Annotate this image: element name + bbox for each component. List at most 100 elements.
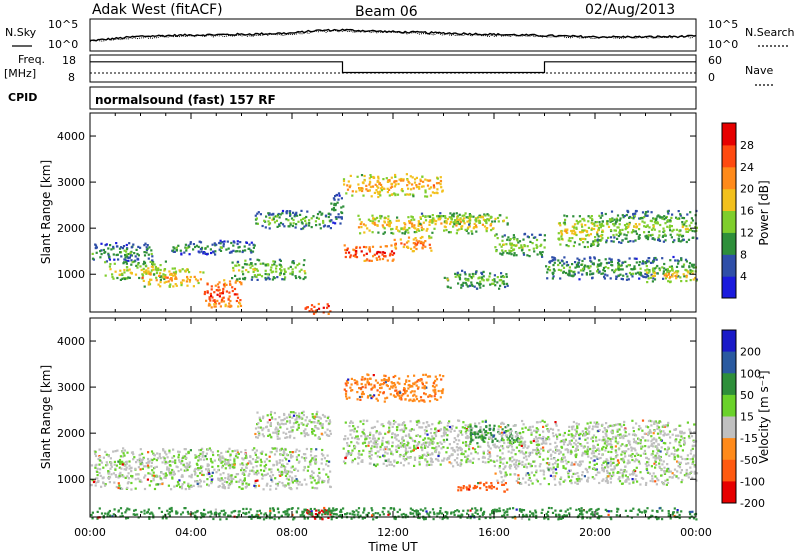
- heatmap-cell: [479, 283, 482, 286]
- heatmap-cell: [351, 449, 354, 452]
- heatmap-cell: [371, 221, 374, 225]
- heatmap-cell: [381, 443, 384, 447]
- heatmap-cell: [424, 425, 428, 429]
- heatmap-cell: [679, 233, 682, 236]
- heatmap-cell: [329, 213, 332, 216]
- heatmap-cell: [475, 485, 479, 488]
- heatmap-cell: [372, 255, 375, 258]
- heatmap-cell: [100, 253, 103, 256]
- heatmap-cell: [278, 416, 281, 419]
- heatmap-cell: [470, 281, 473, 284]
- heatmap-cell: [276, 432, 279, 435]
- heatmap-cell: [314, 462, 317, 465]
- heatmap-cell: [394, 173, 397, 177]
- heatmap-cell: [543, 477, 546, 480]
- heatmap-cell: [458, 278, 462, 281]
- heatmap-cell: [312, 429, 316, 432]
- heatmap-cell: [374, 379, 378, 382]
- heatmap-cell: [344, 435, 347, 438]
- heatmap-cell: [271, 213, 274, 216]
- heatmap-cell: [657, 238, 660, 241]
- heatmap-cell: [386, 187, 389, 190]
- heatmap-cell: [577, 265, 580, 268]
- heatmap-cell: [218, 248, 221, 251]
- heatmap-cell: [131, 451, 134, 454]
- heatmap-cell: [253, 269, 257, 272]
- heatmap-cell: [365, 184, 368, 187]
- heatmap-cell: [599, 235, 602, 238]
- heatmap-cell: [300, 422, 303, 425]
- heatmap-cell: [288, 430, 291, 434]
- heatmap-cell: [478, 216, 481, 219]
- heatmap-cell: [663, 218, 666, 221]
- heatmap-cell: [621, 450, 624, 453]
- heatmap-cell: [673, 468, 677, 471]
- heatmap-cell: [388, 188, 391, 191]
- heatmap-cell: [374, 223, 377, 226]
- heatmap-cell: [305, 416, 308, 419]
- heatmap-cell: [261, 224, 264, 228]
- heatmap-cell: [186, 277, 189, 281]
- heatmap-cell: [478, 435, 481, 438]
- heatmap-cell: [206, 473, 209, 476]
- heatmap-cell: [268, 468, 271, 471]
- heatmap-cell: [612, 471, 615, 474]
- heatmap-cell: [232, 269, 235, 272]
- heatmap-cell: [666, 463, 669, 466]
- heatmap-cell: [491, 279, 494, 282]
- heatmap-cell: [604, 480, 607, 483]
- heatmap-cell: [300, 411, 304, 415]
- heatmap-cell: [275, 460, 278, 463]
- heatmap-cell: [351, 389, 354, 392]
- heatmap-cell: [685, 279, 688, 283]
- heatmap-cell: [278, 470, 281, 473]
- heatmap-cell: [386, 223, 389, 226]
- heatmap-cell: [681, 221, 684, 224]
- heatmap-cell: [383, 454, 386, 457]
- heatmap-cell: [581, 452, 584, 455]
- heatmap-cell: [560, 233, 564, 236]
- heatmap-cell: [236, 449, 239, 452]
- heatmap-cell: [241, 457, 244, 460]
- heatmap-cell: [310, 510, 313, 513]
- heatmap-cell: [419, 179, 422, 183]
- heatmap-cell: [143, 251, 146, 254]
- heatmap-cell: [288, 436, 292, 439]
- heatmap-cell: [683, 223, 686, 226]
- heatmap-cell: [110, 473, 113, 476]
- heatmap-cell: [551, 428, 555, 431]
- heatmap-cell: [626, 209, 629, 212]
- heatmap-cell: [413, 231, 416, 234]
- heatmap-cell: [171, 460, 174, 463]
- heatmap-cell: [408, 193, 411, 196]
- heatmap-cell: [367, 441, 370, 444]
- heatmap-cell: [489, 224, 492, 227]
- heatmap-cell: [484, 430, 487, 433]
- heatmap-cell: [690, 217, 693, 220]
- heatmap-cell: [605, 477, 608, 480]
- heatmap-cell: [358, 246, 362, 249]
- heatmap-cell: [397, 219, 400, 222]
- heatmap-cell: [553, 269, 556, 272]
- heatmap-cell: [130, 474, 133, 478]
- heatmap-cell: [379, 432, 382, 435]
- heatmap-cell: [147, 257, 150, 260]
- heatmap-cell: [235, 453, 238, 456]
- heatmap-cell: [542, 442, 545, 445]
- heatmap-cell: [119, 278, 122, 281]
- heatmap-cell: [598, 214, 601, 217]
- heatmap-cell: [162, 456, 165, 459]
- heatmap-cell: [426, 445, 430, 448]
- heatmap-cell: [503, 234, 506, 237]
- heatmap-cell: [366, 396, 369, 399]
- heatmap-cell: [685, 260, 688, 263]
- heatmap-cell: [490, 434, 493, 437]
- heatmap-cell: [354, 437, 357, 440]
- heatmap-cell: [390, 244, 393, 247]
- heatmap-cell: [489, 459, 492, 462]
- heatmap-cell: [625, 265, 628, 268]
- heatmap-cell: [104, 261, 107, 264]
- heatmap-cell: [390, 463, 393, 466]
- heatmap-cell: [238, 486, 241, 489]
- heatmap-cell: [629, 240, 632, 243]
